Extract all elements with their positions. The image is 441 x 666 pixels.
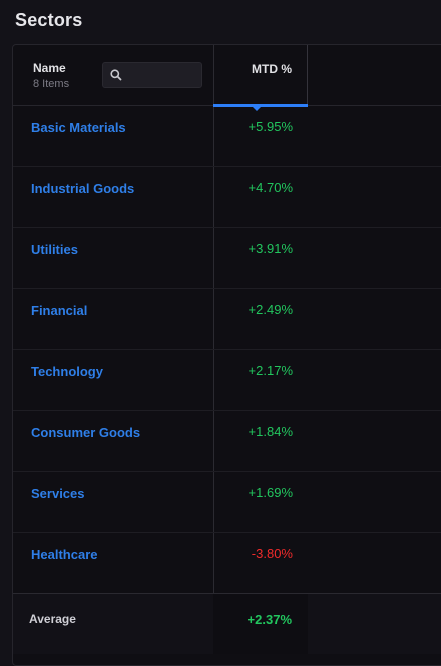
table-row[interactable]: Services +1.69% [13, 472, 441, 533]
footer-value-cell [213, 594, 308, 654]
mtd-column-header[interactable]: MTD % [213, 45, 308, 111]
average-label: Average [29, 612, 76, 626]
mtd-value: +4.70% [248, 180, 293, 195]
sort-indicator [213, 104, 308, 107]
table-row[interactable]: Utilities +3.91% [13, 228, 441, 289]
name-column-header[interactable]: Name [33, 61, 66, 75]
sectors-table: Name 8 Items MTD % Basic Materials +5.95%… [12, 44, 441, 666]
average-value: +2.37% [247, 612, 292, 627]
mtd-value: +5.95% [248, 119, 293, 134]
table-row[interactable]: Industrial Goods +4.70% [13, 167, 441, 228]
sector-name-link[interactable]: Technology [31, 364, 103, 379]
mtd-value: +1.84% [248, 424, 293, 439]
sector-name-link[interactable]: Consumer Goods [31, 425, 141, 440]
sector-name-link[interactable]: Healthcare [31, 547, 98, 562]
column-divider [213, 45, 214, 593]
sector-name-link[interactable]: Industrial Goods [31, 181, 135, 196]
search-icon [110, 69, 122, 81]
search-input[interactable] [127, 66, 197, 84]
search-box[interactable] [102, 62, 202, 88]
table-header: Name 8 Items MTD % [13, 45, 441, 111]
sort-caret-icon [253, 107, 261, 111]
table-row[interactable]: Consumer Goods +1.84% [13, 411, 441, 472]
sector-name-link[interactable]: Utilities [31, 242, 78, 257]
table-row[interactable]: Financial +2.49% [13, 289, 441, 350]
page-title: Sectors [15, 10, 83, 30]
table-body: Basic Materials +5.95% Industrial Goods +4.… [13, 106, 441, 594]
mtd-header-label: MTD % [252, 62, 292, 76]
table-row[interactable]: Basic Materials +5.95% [13, 106, 441, 167]
table-row[interactable]: Technology +2.17% [13, 350, 441, 411]
sector-name-link[interactable]: Services [31, 486, 85, 501]
mtd-value: +1.69% [248, 485, 293, 500]
table-footer: Average +2.37% [13, 593, 441, 654]
mtd-value: +2.17% [248, 363, 293, 378]
mtd-value: -3.80% [251, 546, 293, 561]
table-row[interactable]: Healthcare -3.80% [13, 533, 441, 594]
mtd-value: +2.49% [248, 302, 293, 317]
items-count: 8 Items [33, 78, 70, 90]
sector-name-link[interactable]: Financial [31, 303, 88, 318]
mtd-value: +3.91% [248, 241, 293, 256]
sector-name-link[interactable]: Basic Materials [31, 120, 126, 135]
